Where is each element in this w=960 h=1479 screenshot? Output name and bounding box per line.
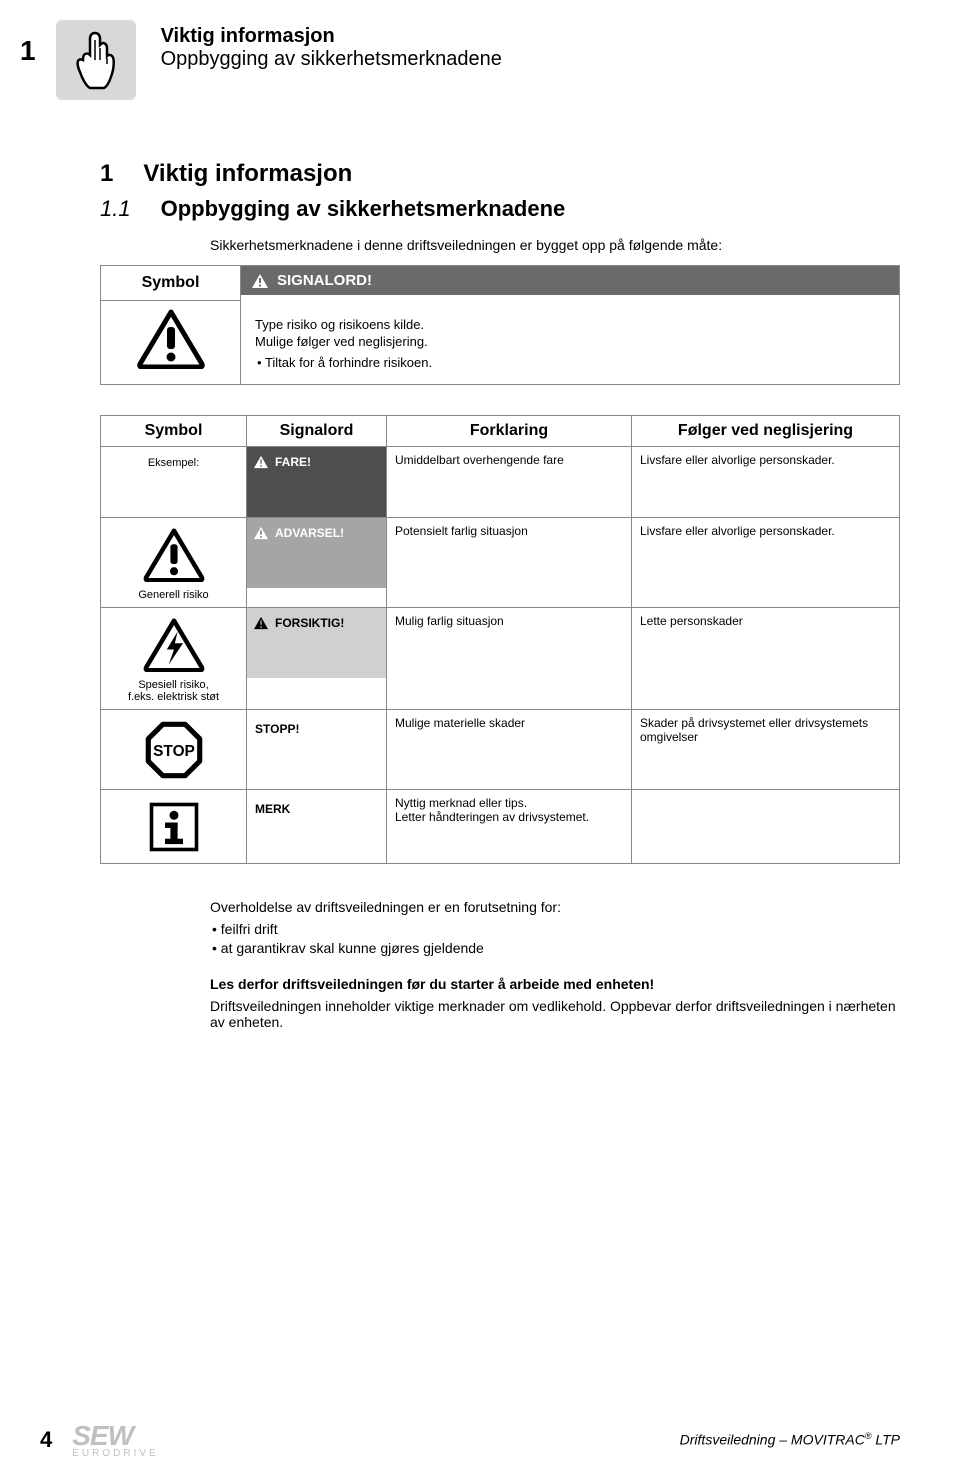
tiltak-text: Tiltak for å forhindre risikoen. xyxy=(251,355,889,376)
warning-triangle-icon xyxy=(251,273,269,289)
signalord-cell: MERK xyxy=(246,789,386,863)
intro-paragraph: Sikkerhetsmerknadene i denne driftsveile… xyxy=(210,237,900,253)
signalord-bar: SIGNALORD! xyxy=(241,266,899,295)
folger-cell: Livsfare eller alvorlige personskader. xyxy=(631,447,899,517)
forklaring-cell: Mulige materielle skader xyxy=(386,709,631,789)
signalord-levels-table: Symbol Signalord Forklaring Følger ved n… xyxy=(100,415,900,864)
li1: feilfri drift xyxy=(228,921,900,937)
signalord-template-table: Symbol SIGNALORD! xyxy=(100,265,900,385)
hand-icon xyxy=(56,20,136,100)
forklaring-cell: Mulig farlig situasjon xyxy=(386,607,631,709)
after-table-text: Overholdelse av driftsveiledningen er en… xyxy=(210,899,900,1030)
forklaring-cell: Nyttig merknad eller tips.Letter håndter… xyxy=(386,789,631,863)
table-row: STOP STOPP!Mulige materielle skaderSkader… xyxy=(101,709,899,789)
bullet-list: feilfri drift at garantikrav skal kunne … xyxy=(210,921,900,956)
page-footer: 4 SEW EURODRIVE Driftsveiledning – MOVIT… xyxy=(0,1420,960,1459)
signalord-cell: STOPP! xyxy=(246,709,386,789)
forklaring-cell: Potensielt farlig situasjon xyxy=(386,517,631,607)
svg-text:STOP: STOP xyxy=(153,743,195,760)
footer-right-text: Driftsveiledning – MOVITRAC® LTP xyxy=(680,1431,900,1448)
signalord-label: SIGNALORD! xyxy=(277,272,372,289)
header-title-bold: Viktig informasjon xyxy=(161,25,502,48)
page-number: 4 xyxy=(40,1427,52,1453)
symbol-cell: STOP xyxy=(101,709,246,789)
signalord-cell: FORSIKTIG! xyxy=(246,607,386,709)
p2-bold: Les derfor driftsveiledningen før du sta… xyxy=(210,976,900,992)
symbol-header-cell: Symbol xyxy=(101,266,241,301)
main-content: 1 Viktig informasjon 1.1 Oppbygging av s… xyxy=(0,160,960,1030)
table-row: Spesiell risiko,f.eks. elektrisk støtFOR… xyxy=(101,607,899,709)
heading-2: 1.1 Oppbygging av sikkerhetsmerknadene xyxy=(100,196,900,222)
th-symbol: Symbol xyxy=(101,416,246,447)
folger-cell: Livsfare eller alvorlige personskader. xyxy=(631,517,899,607)
li2: at garantikrav skal kunne gjøres gjelden… xyxy=(228,940,900,956)
signalord-cell: FARE! xyxy=(246,447,386,517)
symbol-cell: Spesiell risiko,f.eks. elektrisk støt xyxy=(101,607,246,709)
header-titles: Viktig informasjon Oppbygging av sikkerh… xyxy=(161,25,502,71)
th-folger: Følger ved neglisjering xyxy=(631,416,899,447)
p1: Overholdelse av driftsveiledningen er en… xyxy=(210,899,900,915)
p3: Driftsveiledningen inneholder viktige me… xyxy=(210,998,900,1030)
th-signalord: Signalord xyxy=(246,416,386,447)
h1-text: Viktig informasjon xyxy=(143,160,352,188)
heading-1: 1 Viktig informasjon xyxy=(100,160,900,188)
th-forklaring: Forklaring xyxy=(386,416,631,447)
header-title-regular: Oppbygging av sikkerhetsmerknadene xyxy=(161,48,502,71)
folger-cell: Skader på drivsystemet eller drivsysteme… xyxy=(631,709,899,789)
table-row: MERKNyttig merknad eller tips.Letter hån… xyxy=(101,789,899,863)
warning-triangle-large-cell xyxy=(101,301,241,384)
mulige-text: Mulige følger ved neglisjering. xyxy=(251,334,889,355)
h1-number: 1 xyxy=(100,160,113,188)
table-row: Eksempel:FARE!Umiddelbart overhengende f… xyxy=(101,447,899,517)
forklaring-cell: Umiddelbart overhengende fare xyxy=(386,447,631,517)
folger-cell: Lette personskader xyxy=(631,607,899,709)
page-header: 1 Viktig informasjon Oppbygging av sikke… xyxy=(0,0,960,120)
h2-text: Oppbygging av sikkerhetsmerknadene xyxy=(161,196,566,222)
symbol-cell xyxy=(101,789,246,863)
type-text: Type risiko og risikoens kilde. xyxy=(251,309,889,334)
h2-number: 1.1 xyxy=(100,196,131,222)
footer-logo-block: SEW EURODRIVE xyxy=(72,1420,158,1459)
signalord-cell: ADVARSEL! xyxy=(246,517,386,607)
symbol-cell: Eksempel: xyxy=(101,447,246,517)
eurodrive-text: EURODRIVE xyxy=(72,1448,158,1459)
table-row: Generell risikoADVARSEL!Potensielt farli… xyxy=(101,517,899,607)
warning-triangle-icon xyxy=(137,309,205,369)
symbol-cell: Generell risiko xyxy=(101,517,246,607)
folger-cell xyxy=(631,789,899,863)
chapter-number: 1 xyxy=(20,35,36,67)
